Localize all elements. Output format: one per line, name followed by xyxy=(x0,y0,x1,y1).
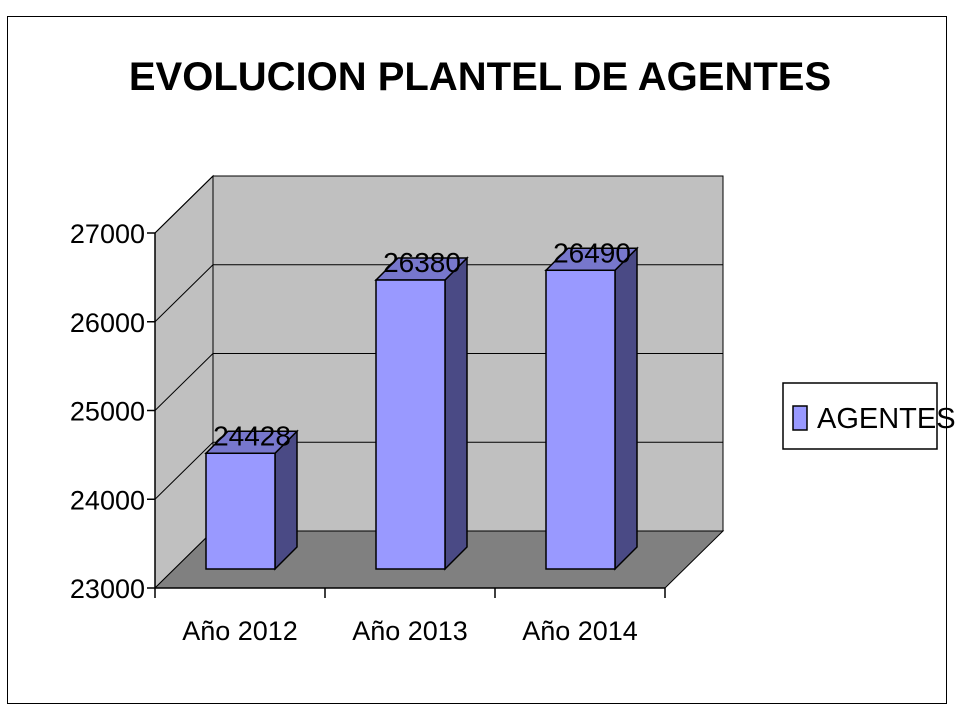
bar-side xyxy=(274,429,298,571)
legend-label: AGENTES xyxy=(817,403,956,435)
axes: 23000 24000 25000 26000 27000 Año 2012 Año 201… xyxy=(70,219,666,646)
y-tick-label: 24000 xyxy=(70,485,145,515)
chart-title: EVOLUCION PLANTEL DE AGENTES xyxy=(129,55,831,99)
bar-front xyxy=(375,279,446,570)
data-label: 26490 xyxy=(553,237,631,268)
bar-3 xyxy=(544,246,639,571)
bar-1 xyxy=(204,429,299,571)
y-tick-label: 25000 xyxy=(70,397,145,427)
gridline-side xyxy=(154,441,214,500)
gridline-side xyxy=(154,353,214,411)
bar-2 xyxy=(374,256,469,571)
y-tick-label: 23000 xyxy=(70,574,145,604)
bar-side xyxy=(444,256,468,571)
gridlines xyxy=(154,175,723,500)
y-tick-label: 26000 xyxy=(70,308,145,338)
x-tick-label: Año 2012 xyxy=(182,616,298,646)
data-label: 24428 xyxy=(213,420,291,451)
legend-box xyxy=(782,382,938,450)
gridline-side xyxy=(154,264,214,323)
data-labels: 24428 26380 26490 xyxy=(213,237,631,451)
legend: AGENTES xyxy=(782,382,956,450)
bar-front xyxy=(545,269,616,570)
bar-front xyxy=(205,452,276,570)
bars xyxy=(204,246,639,571)
gridline-side xyxy=(154,175,214,234)
x-tick-label: Año 2013 xyxy=(352,616,468,646)
data-label: 26380 xyxy=(383,247,461,278)
bar-side xyxy=(614,246,638,571)
chart-frame xyxy=(7,16,947,704)
y-tick-label: 27000 xyxy=(70,219,145,249)
x-tick-label: Año 2014 xyxy=(522,616,638,646)
legend-swatch xyxy=(792,405,808,431)
